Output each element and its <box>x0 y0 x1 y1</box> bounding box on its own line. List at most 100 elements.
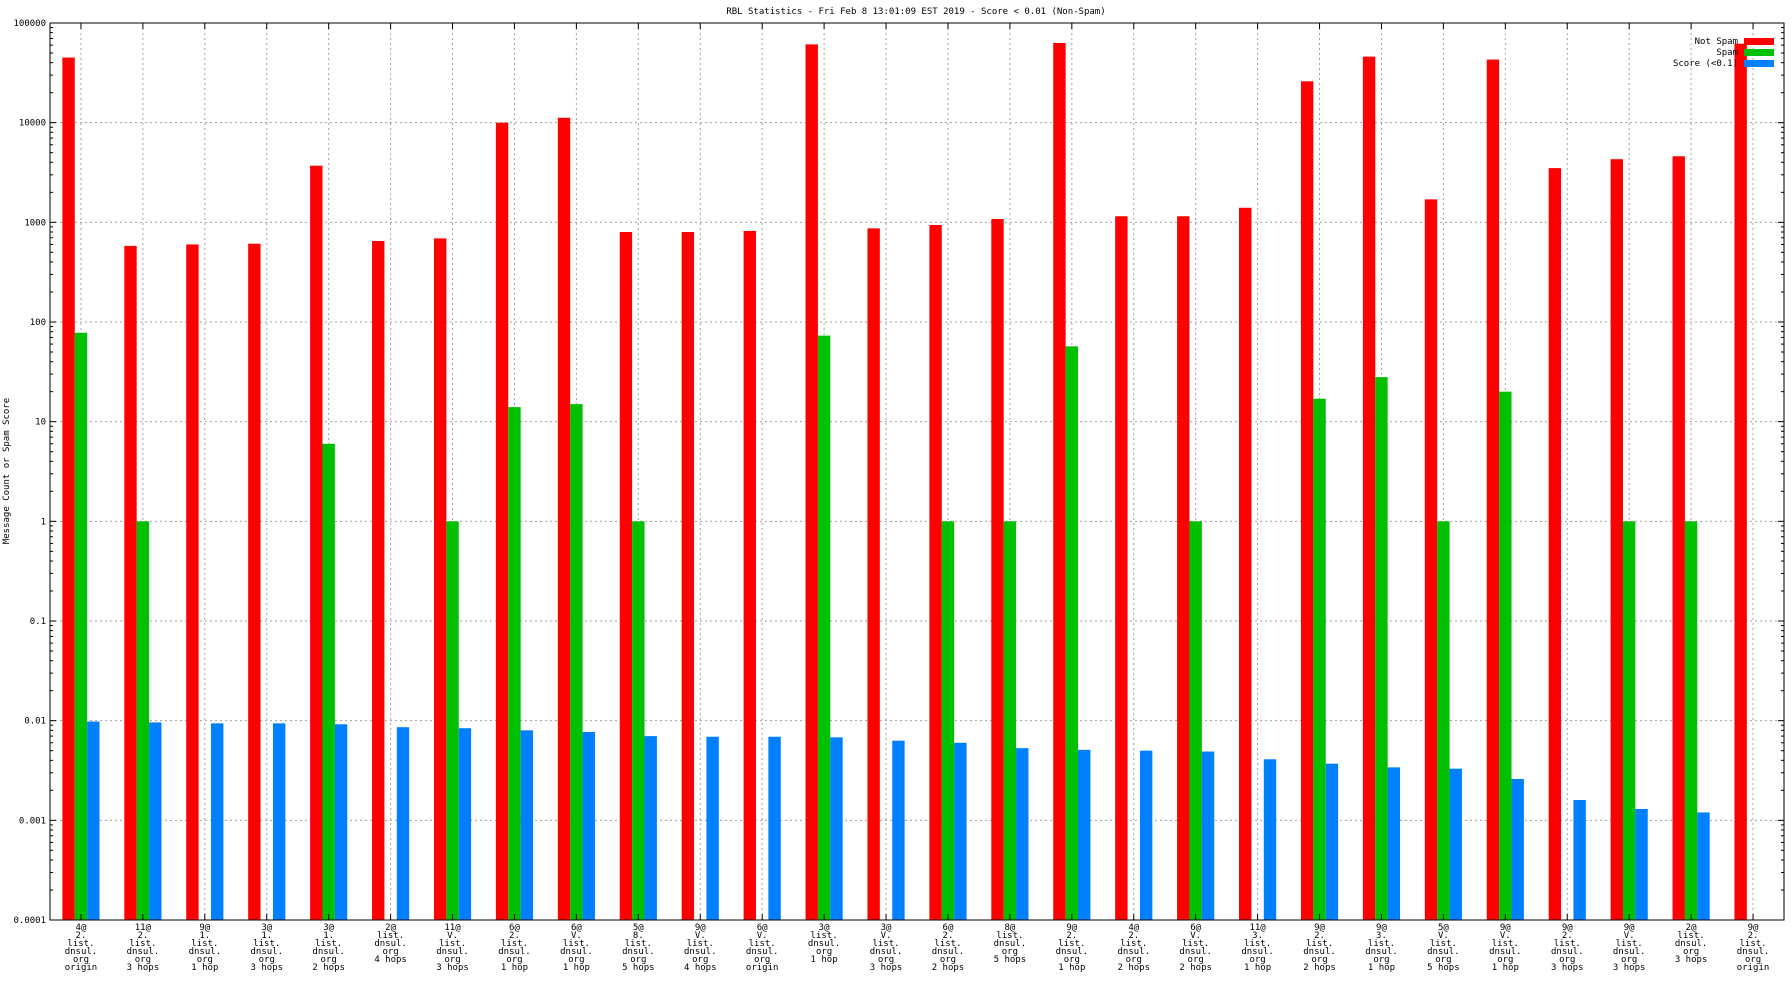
y-axis-ticks: 0.0001 0.001 0.01 0.1 1 10 100 1000 10000 100000 <box>13 19 1784 926</box>
x-tick-label: list. <box>1244 939 1271 949</box>
bar-spam <box>446 521 459 920</box>
x-tick-label: 9@ <box>1500 923 1511 933</box>
bar-score-0-1 <box>954 742 967 920</box>
x-tick-label: org <box>1745 955 1761 965</box>
x-tick-label: 3@ <box>261 923 272 933</box>
x-tick-label: dnsul. <box>870 947 903 957</box>
bar-score-0-1 <box>334 724 348 920</box>
bar-score-0-1 <box>149 722 162 920</box>
bar-not-spam <box>186 244 199 920</box>
x-tick-label: org <box>259 955 275 965</box>
bar-score-0-1 <box>1573 799 1586 920</box>
x-tick-label: 4 hops <box>684 963 717 973</box>
legend-swatch <box>1744 60 1774 67</box>
bar-score-0-1 <box>1263 759 1277 920</box>
x-tick-label: 5 hops <box>622 963 655 973</box>
x-tick-label: 3 hops <box>250 963 283 973</box>
x-tick-label: 1 hop <box>563 963 590 973</box>
x-tick-label: 1 hop <box>1244 963 1271 973</box>
x-tick-label: list. <box>625 939 652 949</box>
bar-score-0-1 <box>1511 778 1524 920</box>
bar-score-0-1 <box>892 740 905 920</box>
bar-not-spam <box>310 165 323 920</box>
x-tick-label: 3@ <box>323 923 334 933</box>
x-tick-label: list. <box>191 939 218 949</box>
x-tick-label: org <box>197 955 213 965</box>
bar-not-spam <box>743 230 756 920</box>
bar-not-spam <box>929 225 942 920</box>
x-tick-label: org <box>506 955 522 965</box>
x-tick-label: 1. <box>323 931 334 941</box>
legend-label: Spam <box>1716 48 1738 58</box>
x-tick-label: list. <box>315 939 342 949</box>
bar-spam <box>941 521 955 920</box>
bar-not-spam <box>372 240 385 921</box>
y-tick-label: 0.01 <box>24 717 46 727</box>
x-tick-label: org <box>816 947 832 957</box>
x-tick-label: 5@ <box>633 923 644 933</box>
x-tick-label: V. <box>1190 931 1201 941</box>
bar-not-spam <box>991 219 1004 921</box>
bar-spam <box>136 521 150 920</box>
x-tick-label: 9@ <box>1314 923 1325 933</box>
x-tick-label: 4@ <box>76 923 87 933</box>
x-tick-label: V. <box>757 931 768 941</box>
bar-not-spam <box>495 122 509 920</box>
bar-score-0-1 <box>1078 749 1091 920</box>
x-tick-label: org <box>1002 947 1018 957</box>
x-tick-label: list. <box>1120 939 1147 949</box>
bar-score-0-1 <box>520 730 534 920</box>
bar-not-spam <box>1362 56 1376 920</box>
x-tick-label: 9@ <box>199 923 210 933</box>
legend-swatch <box>1744 38 1774 45</box>
x-tick-label: 8@ <box>1004 923 1015 933</box>
x-tick-label: org <box>1311 955 1327 965</box>
bar-not-spam <box>1610 159 1623 921</box>
x-tick-label: dnsul. <box>250 947 283 957</box>
x-tick-label: 3 hops <box>870 963 903 973</box>
x-tick-label: 3. <box>1376 931 1387 941</box>
x-tick-label: org <box>1683 947 1699 957</box>
bar-spam <box>570 404 583 921</box>
bar-spam <box>322 443 335 920</box>
bar-not-spam <box>1177 216 1190 920</box>
y-tick-label: 100 <box>30 318 46 328</box>
x-tick-label: V. <box>881 931 892 941</box>
bar-score-0-1 <box>87 721 100 920</box>
bar-spam <box>1375 377 1388 920</box>
bar-score-0-1 <box>830 737 843 920</box>
bar-not-spam <box>557 117 571 920</box>
x-tick-label: list. <box>934 939 961 949</box>
x-tick-label: 2 hops <box>1117 963 1150 973</box>
bar-spam <box>1499 391 1512 920</box>
bar-score-0-1 <box>1387 767 1401 920</box>
x-tick-label: 9@ <box>695 923 706 933</box>
bar-not-spam <box>1239 207 1252 921</box>
x-tick-label: list. <box>501 939 528 949</box>
y-tick-label: 1000 <box>24 218 46 228</box>
x-tick-label: dnsul. <box>560 947 593 957</box>
x-tick-label: dnsul. <box>374 939 407 949</box>
bar-spam <box>1684 521 1698 920</box>
x-tick-label: list. <box>872 939 899 949</box>
bar-spam <box>1622 521 1636 920</box>
bar-spam <box>632 521 645 920</box>
bar-not-spam <box>1115 216 1128 920</box>
x-tick-label: org <box>135 955 151 965</box>
bar-not-spam <box>433 238 447 920</box>
x-tick-label: list. <box>439 939 466 949</box>
x-tick-label: list. <box>1492 939 1519 949</box>
x-tick-label: 1 hop <box>501 963 528 973</box>
x-tick-label: 6@ <box>943 923 954 933</box>
x-tick-label: dnsul. <box>1427 947 1460 957</box>
x-tick-label: dnsul. <box>808 939 841 949</box>
bar-spam <box>1003 521 1017 920</box>
x-tick-label: list. <box>996 931 1023 941</box>
x-tick-label: org <box>1435 955 1451 965</box>
x-tick-label: dnsul. <box>932 947 965 957</box>
x-tick-label: org <box>878 955 894 965</box>
x-tick-label: list. <box>687 939 714 949</box>
bar-not-spam <box>805 44 818 921</box>
bar-score-0-1 <box>706 736 719 920</box>
